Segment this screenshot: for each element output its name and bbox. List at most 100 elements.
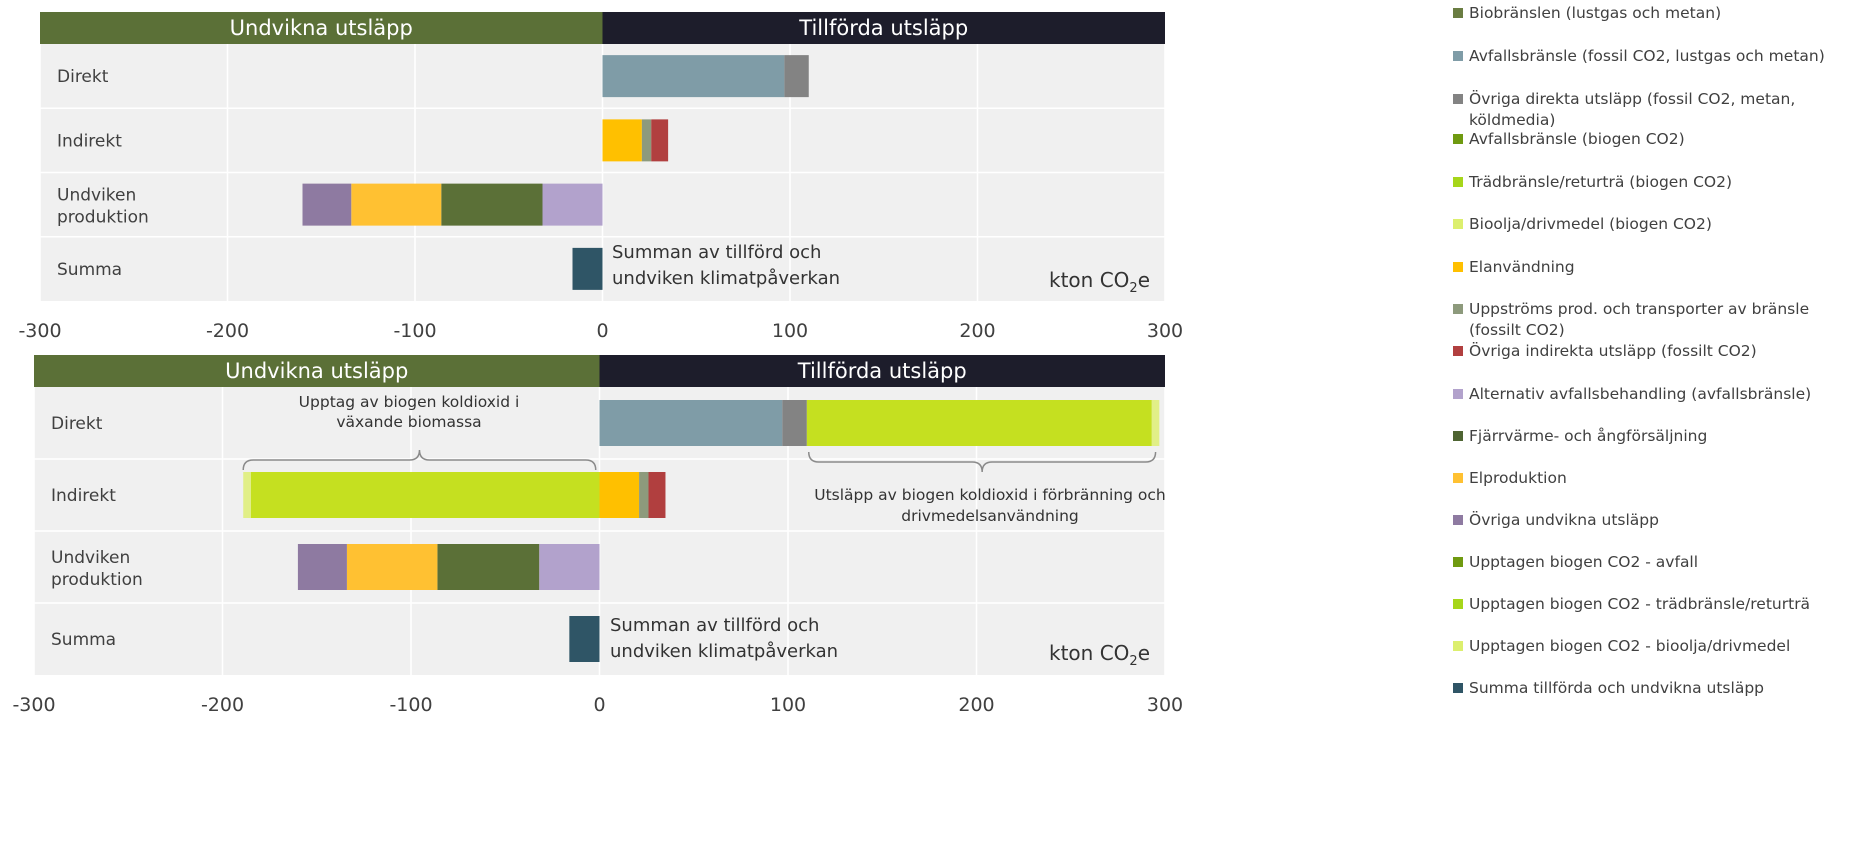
bar-segment: [599, 472, 640, 518]
bar-segment: [602, 55, 785, 98]
x-tick-label: 300: [1147, 694, 1183, 716]
legend-label: Upptagen biogen CO2 - trädbränsle/returt…: [1469, 595, 1811, 613]
bar-segment: [806, 400, 1152, 446]
legend-swatch: [1453, 431, 1463, 441]
legend-label: Bioolja/drivmedel (biogen CO2): [1469, 215, 1712, 233]
units-label: kton CO2e: [1049, 641, 1150, 669]
legend-label: Biobränslen (lustgas och metan): [1469, 4, 1722, 22]
legend-label: Elanvändning: [1469, 258, 1575, 276]
bar-segment: [243, 472, 251, 518]
summa-annotation: Summan av tillförd och undviken klimatpåv…: [612, 242, 840, 289]
legend-swatch: [1453, 8, 1463, 18]
bar-segment: [569, 616, 600, 662]
legend-swatch: [1453, 473, 1463, 483]
category-label: Undviken produktion: [51, 548, 143, 590]
chart-2: Undvikna utsläpp Tillförda utsläpp -300 -20…: [12, 355, 1183, 716]
bar-segment: [346, 544, 438, 590]
x-tick-label: 0: [593, 694, 605, 716]
legend-label: Elproduktion: [1469, 469, 1567, 487]
x-tick-label: 200: [959, 320, 995, 342]
legend-swatch: [1453, 557, 1463, 567]
header-avoided: [34, 355, 600, 387]
x-tick-label: -100: [389, 694, 432, 716]
header-added: [602, 12, 1165, 44]
legend-swatch: [1453, 304, 1463, 314]
header-avoided-label: Undvikna utsläpp: [225, 359, 408, 383]
legend-label: Avfallsbränsle (fossil CO2, lustgas och …: [1469, 47, 1825, 65]
legend-swatch: [1453, 641, 1463, 651]
bar-segment: [639, 472, 649, 518]
header-added-label: Tillförda utsläpp: [798, 16, 968, 40]
summa-annotation: Summan av tillförd och undviken klimatpåv…: [610, 615, 838, 662]
bar-segment: [648, 472, 666, 518]
legend-swatch: [1453, 515, 1463, 525]
chart-1: Undvikna utsläpp Tillförda utsläpp -300 -20…: [18, 12, 1183, 342]
legend-label: Alternativ avfallsbehandling (avfallsbrä…: [1469, 385, 1812, 403]
legend-label: Avfallsbränsle (biogen CO2): [1469, 130, 1685, 148]
legend-label: Upptagen biogen CO2 - avfall: [1469, 553, 1699, 571]
legend-swatch: [1453, 177, 1463, 187]
bar-segment: [641, 119, 652, 162]
legend-label: Trädbränsle/returträ (biogen CO2): [1469, 173, 1733, 191]
header-added: [599, 355, 1165, 387]
bar-segment: [250, 472, 600, 518]
bar-segment: [302, 183, 352, 226]
legend-label: Övriga undvikna utsläpp: [1469, 511, 1659, 529]
units-label: kton CO2e: [1049, 268, 1150, 296]
legend-label: Övriga indirekta utsläpp (fossilt CO2): [1469, 342, 1757, 360]
brace-right: [807, 451, 1157, 473]
x-tick-label: -300: [12, 694, 55, 716]
x-tick-label: 0: [596, 320, 608, 342]
brace-left: [242, 449, 597, 471]
category-label: Indirekt: [57, 131, 122, 151]
header-avoided: [40, 12, 603, 44]
legend-swatch: [1453, 346, 1463, 356]
legend-swatch: [1453, 134, 1463, 144]
x-tick-label: -300: [18, 320, 61, 342]
legend-swatch: [1453, 262, 1463, 272]
x-tick-label: 100: [770, 694, 806, 716]
x-tick-label: -200: [201, 694, 244, 716]
bar-segment: [572, 247, 603, 290]
legend-swatch: [1453, 51, 1463, 61]
bar-segment: [651, 119, 669, 162]
legend: Biobränslen (lustgas och metan) Avfallsbr…: [1453, 0, 1871, 854]
charts-area: Undvikna utsläpp Tillförda utsläpp -300 -20…: [12, 12, 1183, 716]
category-label: Direkt: [57, 67, 109, 87]
brace-right-label: Utsläpp av biogen koldioxid i förbrännin…: [814, 486, 1166, 525]
x-tick-label: -200: [206, 320, 249, 342]
legend-swatch: [1453, 219, 1463, 229]
bar-segment: [297, 544, 347, 590]
bar-segment: [784, 55, 809, 98]
category-label: Undviken produktion: [57, 186, 149, 228]
x-tick-label: 100: [772, 320, 808, 342]
legend-label: Fjärrvärme- och ångförsäljning: [1469, 427, 1708, 445]
header-avoided-label: Undvikna utsläpp: [230, 16, 413, 40]
legend-swatch: [1453, 683, 1463, 693]
bar-segment: [599, 400, 783, 446]
x-tick-label: -100: [393, 320, 436, 342]
category-label: Summa: [51, 630, 116, 650]
legend-label: Upptagen biogen CO2 - bioolja/drivmedel: [1469, 637, 1791, 655]
bar-segment: [1151, 400, 1160, 446]
category-label: Direkt: [51, 414, 103, 434]
x-tick-label: 300: [1147, 320, 1183, 342]
bar-segment: [782, 400, 807, 446]
bar-segment: [539, 544, 600, 590]
category-label: Indirekt: [51, 486, 116, 506]
brace-left-label: Upptag av biogen koldioxid i växande biom…: [299, 393, 520, 431]
category-label: Summa: [57, 260, 122, 280]
legend-label: Uppströms prod. och transporter av bräns…: [1469, 300, 1810, 339]
legend-label: Summa tillförda och undvikna utsläpp: [1469, 679, 1764, 697]
bar-segment: [602, 119, 642, 162]
legend-swatch: [1453, 599, 1463, 609]
header-added-label: Tillförda utsläpp: [797, 359, 967, 383]
bar-segment: [441, 183, 543, 226]
bar-segment: [542, 183, 603, 226]
legend-swatch: [1453, 389, 1463, 399]
legend-label: Övriga direkta utsläpp (fossil CO2, meta…: [1469, 90, 1796, 129]
bar-segment: [437, 544, 540, 590]
x-tick-label: 200: [958, 694, 994, 716]
bar-segment: [351, 183, 442, 226]
legend-swatch: [1453, 94, 1463, 104]
